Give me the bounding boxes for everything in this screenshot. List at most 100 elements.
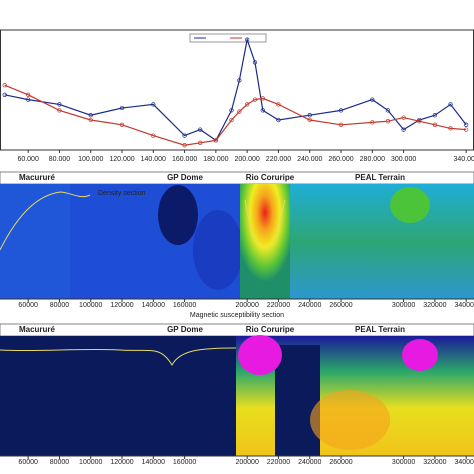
x-tick-label: 200000	[235, 302, 258, 309]
terrain-label: PEAL Terrain	[355, 325, 405, 334]
data-point	[245, 102, 250, 107]
data-point	[385, 108, 391, 113]
magnetic-section	[0, 335, 474, 456]
x-tick-label: 220000	[267, 459, 290, 466]
x-tick-label: 340000	[454, 459, 474, 466]
data-point	[151, 133, 156, 138]
x-tick-label: 340.000	[454, 156, 474, 163]
axis-label: Magnetic susceptibility section	[190, 312, 284, 319]
x-tick-label: 140000	[142, 459, 165, 466]
data-point	[432, 122, 438, 127]
data-point	[229, 108, 234, 113]
data-point	[307, 117, 312, 123]
data-point	[229, 117, 234, 123]
data-line	[4, 37, 467, 142]
data-line	[4, 84, 467, 146]
x-tick-label: 220000	[267, 302, 290, 309]
x-tick-label: 120.000	[109, 156, 134, 163]
data-point	[464, 127, 469, 132]
terrain-label: Macururé	[19, 325, 56, 334]
data-point	[2, 83, 7, 88]
data-point	[276, 102, 281, 107]
terrain-label: GP Dome	[167, 173, 203, 182]
data-point	[448, 126, 453, 131]
x-tick-label: 240000	[298, 302, 321, 309]
x-tick-label: 60.000	[17, 156, 39, 163]
data-point	[119, 105, 125, 111]
x-tick-label: 300000	[392, 302, 415, 309]
terrain-label: Rio Coruripe	[246, 173, 295, 182]
x-tick-label: 60000	[18, 302, 38, 309]
x-tick-label: 120000	[110, 459, 133, 466]
data-point	[198, 140, 203, 145]
x-tick-label: 60000	[18, 459, 38, 466]
x-tick-label: 280.000	[360, 156, 385, 163]
data-point	[370, 120, 375, 125]
data-point	[26, 97, 31, 102]
data-point	[385, 119, 391, 124]
x-tick-label: 160000	[173, 459, 196, 466]
x-tick-label: 320000	[423, 302, 446, 309]
x-tick-label: 300.000	[391, 156, 416, 163]
data-point	[338, 108, 344, 113]
data-point	[237, 109, 242, 114]
data-point	[417, 119, 422, 124]
data-point	[260, 108, 265, 113]
x-tick-label: 160.000	[172, 156, 197, 163]
data-point	[151, 102, 156, 107]
data-point	[401, 127, 406, 132]
data-point	[182, 133, 187, 138]
x-tick-label: 300000	[392, 459, 415, 466]
data-point	[198, 127, 203, 132]
x-tick-label: 100000	[79, 302, 102, 309]
data-point	[26, 92, 31, 97]
data-point	[88, 117, 93, 123]
data-point	[432, 113, 438, 118]
terrain-label: PEAL Terrain	[355, 173, 405, 182]
x-tick-label: 140.000	[141, 156, 166, 163]
terrain-label: Rio Coruripe	[246, 325, 295, 334]
x-tick-label: 260000	[329, 459, 352, 466]
data-point	[370, 97, 375, 102]
data-point	[464, 122, 469, 127]
legend-box	[189, 33, 267, 43]
terrain-label: GP Dome	[167, 325, 203, 334]
data-point	[401, 115, 406, 120]
data-point	[119, 122, 125, 127]
data-point	[448, 102, 453, 107]
data-point	[182, 143, 187, 148]
section-label: Density section	[98, 190, 146, 197]
x-tick-label: 320000	[423, 459, 446, 466]
data-point	[57, 108, 62, 113]
data-point	[307, 113, 312, 118]
x-tick-label: 240000	[298, 459, 321, 466]
data-point	[252, 60, 258, 65]
x-tick-label: 200000	[235, 459, 258, 466]
x-tick-label: 100.000	[78, 156, 103, 163]
data-point	[245, 37, 250, 42]
data-point	[237, 78, 242, 83]
x-tick-label: 220.000	[266, 156, 291, 163]
x-tick-label: 200.000	[235, 156, 260, 163]
density-section	[0, 184, 474, 299]
x-tick-label: 260.000	[328, 156, 353, 163]
data-point	[88, 113, 93, 118]
data-point	[57, 102, 62, 107]
x-tick-label: 100000	[79, 459, 102, 466]
x-tick-label: 240.000	[297, 156, 322, 163]
x-tick-label: 80000	[50, 459, 70, 466]
x-tick-label: 140000	[142, 302, 165, 309]
data-point	[2, 92, 7, 97]
x-tick-label: 80.000	[49, 156, 71, 163]
data-point	[276, 117, 281, 123]
x-tick-label: 340000	[454, 302, 474, 309]
data-point	[213, 138, 219, 143]
x-tick-label: 80000	[50, 302, 70, 309]
data-point	[252, 97, 258, 102]
x-tick-label: 120000	[110, 302, 133, 309]
x-tick-label: 260000	[329, 302, 352, 309]
terrain-label: Macururé	[19, 173, 56, 182]
data-point	[338, 122, 344, 127]
data-point	[260, 96, 265, 101]
